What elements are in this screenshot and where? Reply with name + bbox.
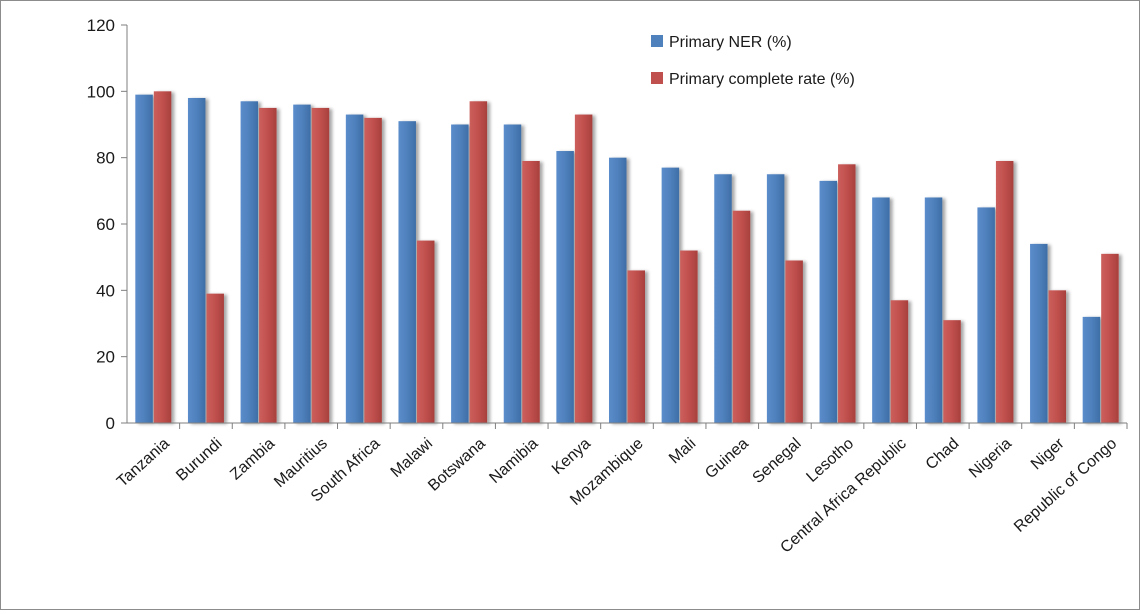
bar-primary-complete-rate (574, 114, 593, 424)
y-axis: 0 20 40 60 80 100 120 (87, 16, 128, 433)
bar-primary-complete-rate (995, 160, 1014, 424)
bar-primary-complete-rate (838, 164, 856, 424)
bar-primary-complete-rate (943, 320, 961, 423)
x-tick-label: Botswana (425, 435, 489, 495)
x-tick-label: Nigeria (966, 435, 1015, 482)
legend-label: Primary complete rate (%) (669, 71, 855, 88)
y-tick-label: 40 (96, 281, 115, 300)
x-tick-label: Burundi (173, 435, 225, 485)
bar-primary-ner (609, 157, 627, 424)
bar-primary-ner (661, 167, 680, 423)
bar-primary-ner (451, 124, 469, 423)
y-tick-label: 0 (106, 414, 115, 433)
bar-primary-ner (556, 151, 574, 423)
bar-primary-ner (503, 124, 522, 423)
x-tick-label: Mali (666, 435, 699, 467)
bar-primary-ner (977, 207, 995, 423)
bar-primary-complete-rate (416, 240, 435, 423)
bar-primary-complete-rate (311, 107, 330, 424)
bar-primary-complete-rate (153, 91, 172, 423)
x-tick-label: Namibia (486, 435, 541, 487)
x-tick-label: Niger (1028, 435, 1068, 474)
bar-primary-complete-rate (1101, 253, 1119, 423)
bar-primary-complete-rate (890, 300, 909, 423)
y-tick-label: 20 (96, 348, 115, 367)
bar-primary-complete-rate (1048, 290, 1067, 423)
bar-primary-ner (187, 97, 206, 423)
legend: Primary NER (%) Primary complete rate (%) (651, 34, 855, 88)
bar-primary-ner (924, 197, 943, 423)
x-tick-label: Senegal (750, 435, 805, 487)
bar-primary-ner (819, 180, 838, 423)
bar-primary-ner (766, 174, 785, 423)
bar-primary-ner (872, 197, 890, 423)
x-tick-label: Tanzania (114, 435, 173, 491)
bar-primary-ner (293, 104, 311, 423)
legend-label: Primary NER (%) (669, 34, 792, 51)
y-tick-label: 100 (87, 82, 115, 101)
bar-primary-complete-rate (469, 101, 488, 423)
bar-primary-ner (240, 101, 259, 423)
bar-primary-complete-rate (785, 260, 803, 423)
x-tick-label: Zambia (227, 435, 278, 483)
y-tick-label: 80 (96, 149, 115, 168)
x-tick-label: Republic of Congo (1011, 435, 1120, 536)
bar-primary-ner (1030, 243, 1048, 423)
y-tick-label: 60 (96, 215, 115, 234)
x-tick-label: Chad (923, 435, 963, 473)
bar-primary-complete-rate (364, 117, 382, 424)
x-tick-label: Guinea (702, 435, 752, 482)
bar-primary-complete-rate (627, 270, 645, 423)
bar-primary-ner (135, 94, 153, 424)
y-tick-label: 120 (87, 16, 115, 35)
legend-swatch (651, 72, 663, 84)
bar-primary-complete-rate (259, 107, 277, 424)
legend-swatch (651, 35, 663, 47)
bar-primary-complete-rate (732, 210, 751, 423)
bars (135, 91, 1119, 424)
x-tick-label: Kenya (549, 435, 594, 478)
bar-primary-ner (714, 174, 732, 423)
bar-primary-ner (398, 121, 416, 424)
bar-primary-complete-rate (522, 160, 540, 424)
bar-primary-complete-rate (206, 293, 224, 423)
bar-primary-complete-rate (680, 250, 698, 423)
x-tick-label: Malawi (388, 435, 436, 481)
bar-primary-ner (345, 114, 364, 424)
bar-primary-ner (1082, 316, 1101, 423)
